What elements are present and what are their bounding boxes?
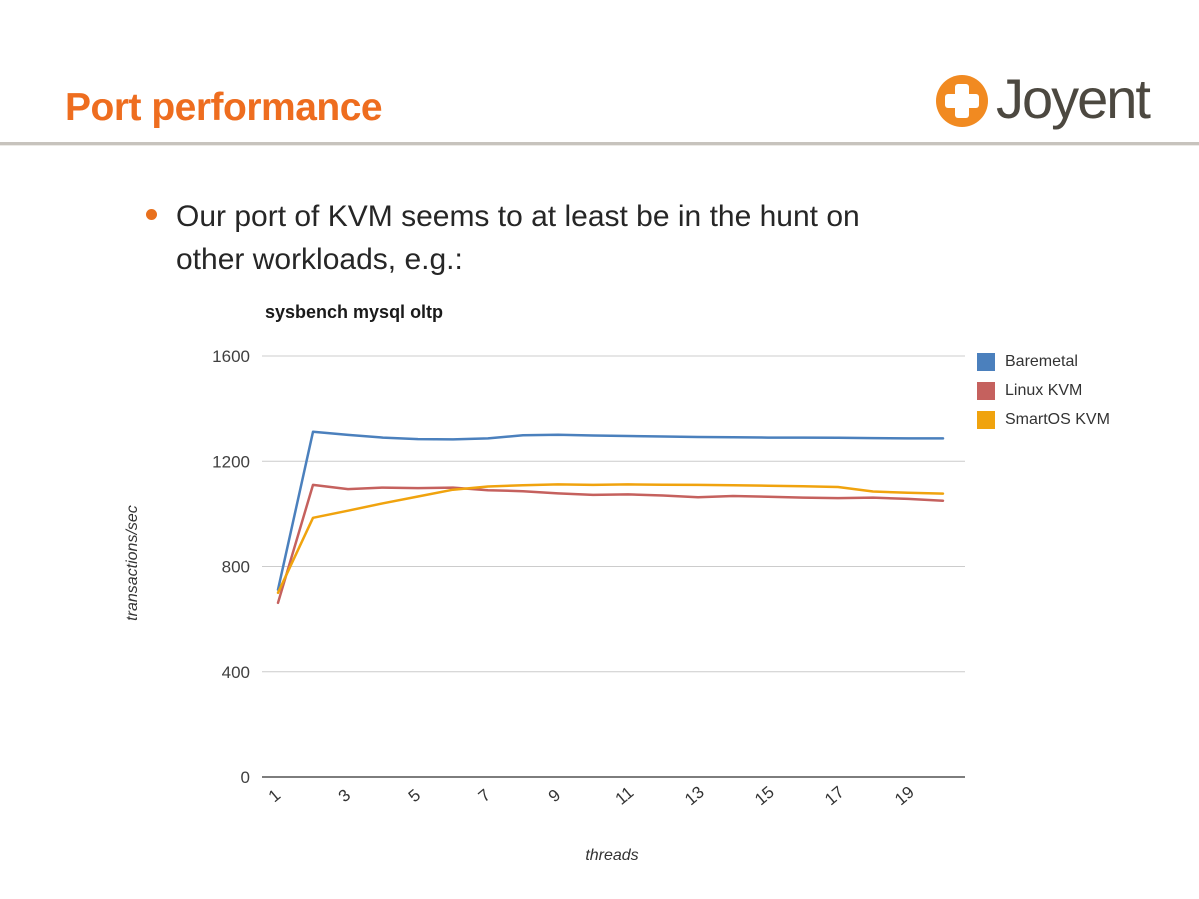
y-tick-label: 400 bbox=[222, 663, 250, 682]
chart: sysbench mysql oltp 0 400 800 1200 1600 1 3 5 7 9… bbox=[120, 295, 1199, 890]
y-tick-label: 800 bbox=[222, 558, 250, 577]
legend-label: Linux KVM bbox=[1005, 382, 1083, 399]
chart-legend: Baremetal Linux KVM SmartOS KVM bbox=[977, 353, 1110, 440]
x-tick-label: 7 bbox=[475, 785, 494, 806]
x-tick-label: 1 bbox=[265, 785, 284, 806]
header-divider-highlight bbox=[0, 145, 1199, 146]
series-line-smartos-kvm bbox=[276, 483, 945, 595]
legend-label: SmartOS KVM bbox=[1005, 411, 1110, 428]
y-axis-title: transactions/sec bbox=[124, 505, 141, 621]
legend-swatch-icon bbox=[977, 382, 995, 400]
legend-item: SmartOS KVM bbox=[977, 411, 1110, 429]
series-line-baremetal bbox=[276, 430, 945, 591]
legend-swatch-icon bbox=[977, 411, 995, 429]
legend-swatch-icon bbox=[977, 353, 995, 371]
joyent-logo-text: Joyent bbox=[996, 67, 1151, 130]
x-tick-label: 13 bbox=[681, 782, 708, 809]
x-axis-title: threads bbox=[585, 847, 639, 864]
x-tick-label: 15 bbox=[751, 782, 778, 809]
legend-label: Baremetal bbox=[1005, 353, 1078, 370]
bullet-icon bbox=[146, 209, 157, 220]
y-tick-label: 1200 bbox=[212, 452, 250, 471]
page-title: Port performance bbox=[65, 86, 383, 129]
legend-item: Linux KVM bbox=[977, 382, 1110, 400]
bullet-text-line-1: Our port of KVM seems to at least be in … bbox=[176, 200, 860, 233]
bullet-text: Our port of KVM seems to at least be in … bbox=[176, 195, 1016, 281]
legend-item: Baremetal bbox=[977, 353, 1110, 371]
x-tick-label: 5 bbox=[405, 785, 424, 806]
header-divider bbox=[0, 142, 1199, 145]
x-tick-label: 3 bbox=[335, 785, 354, 806]
series-line-linux-kvm bbox=[276, 483, 945, 605]
joyent-plus-icon bbox=[936, 75, 988, 127]
x-tick-label: 11 bbox=[612, 783, 638, 809]
x-tick-label: 9 bbox=[545, 785, 564, 806]
x-tick-label: 17 bbox=[821, 782, 848, 809]
x-tick-label: 19 bbox=[891, 782, 918, 809]
chart-title: sysbench mysql oltp bbox=[265, 302, 444, 322]
joyent-logo: Joyent bbox=[934, 67, 1151, 130]
y-tick-label: 0 bbox=[241, 768, 250, 787]
bullet-text-line-2: other workloads, e.g.: bbox=[176, 243, 463, 276]
y-tick-label: 1600 bbox=[212, 347, 250, 366]
